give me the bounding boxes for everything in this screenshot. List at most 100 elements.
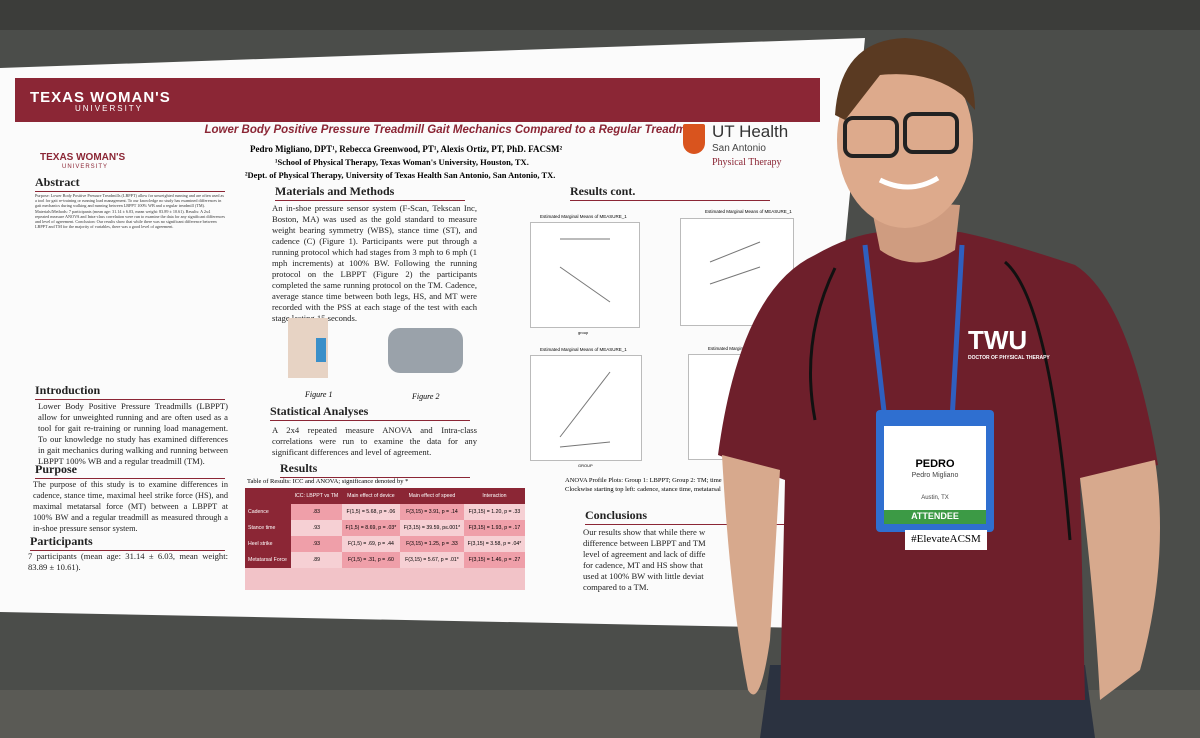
participants-text: 7 participants (mean age: 31.14 ± 6.03, … bbox=[28, 551, 228, 572]
poster-title: Lower Body Positive Pressure Treadmill G… bbox=[204, 124, 696, 136]
conclusions-text: Our results show that while there w diffe… bbox=[583, 527, 803, 593]
header-band bbox=[15, 78, 820, 122]
profile-line bbox=[709, 266, 761, 285]
table-cell: F(3,15) = 5.67, p = .01* bbox=[400, 552, 464, 568]
table-row: Cadence .83 F(1,5) = 5.68, p = .06 F(3,15) … bbox=[245, 504, 525, 520]
plot-caption: Clockwise starting top left: cadence, st… bbox=[565, 486, 721, 493]
conclusion-line: Our results show that while there w bbox=[583, 527, 706, 537]
intro-text: Lower Body Positive Pressure Treadmills … bbox=[38, 401, 228, 466]
table-cell: F(3,15) = 3.58, p = .04* bbox=[463, 536, 525, 552]
plot-title: Estimated Marginal Means of MEASURE_1 bbox=[540, 214, 627, 219]
logo-left-sub: UNIVERSITY bbox=[62, 164, 109, 170]
hair bbox=[835, 38, 975, 120]
university-sub: UNIVERSITY bbox=[75, 104, 144, 113]
plot-title: Estimated Marginal Means of MEASURE_1 bbox=[540, 347, 627, 352]
table-header-row: ICC: LBPPT vs TM Main effect of device Mai… bbox=[245, 488, 525, 504]
table-cell: .93 bbox=[291, 536, 342, 552]
lbppt-device bbox=[388, 328, 463, 373]
plot-title: Estimated Marginal bbox=[708, 346, 747, 351]
profile-line bbox=[559, 441, 611, 448]
plot bbox=[530, 222, 640, 328]
glasses bbox=[843, 116, 899, 158]
section-heading: Statistical Analyses bbox=[270, 404, 470, 421]
table-cell: F(3,15) = 39.59, p≤.001* bbox=[400, 520, 464, 536]
badge-full-name: Pedro Migliano bbox=[911, 472, 959, 479]
table-row-label: Cadence bbox=[245, 504, 292, 520]
plot-caption: ANOVA Profile Plots: Group 1: LBPPT; Gro… bbox=[565, 477, 722, 484]
badge-tag: #ElevateACSM bbox=[911, 533, 981, 545]
axis-label: group bbox=[578, 330, 589, 335]
bag-strap bbox=[809, 260, 1072, 541]
profile-line bbox=[559, 371, 611, 438]
logo-left: TEXAS WOMAN'S bbox=[40, 152, 126, 163]
plot-lines bbox=[559, 238, 761, 448]
tag-sticker bbox=[905, 530, 987, 550]
conclusion-line: compared to a TM. bbox=[583, 582, 649, 592]
table-cell: .89 bbox=[291, 552, 342, 568]
table-row-label: Stance time bbox=[245, 520, 292, 536]
table-row: Metatarsal Force .89 F(1,5) = .31, p = .60… bbox=[245, 552, 525, 568]
section-heading: Results bbox=[280, 461, 470, 478]
authors: Pedro Migliano, DPT¹, Rebecca Greenwood,… bbox=[250, 144, 563, 154]
section-heading: Introduction bbox=[35, 383, 225, 400]
stats-text: A 2x4 repeated measure ANOVA and Intra-c… bbox=[272, 425, 477, 457]
section-heading: Purpose bbox=[35, 462, 225, 479]
table-cell: F(3,15) = 1.46, p = .27 bbox=[463, 552, 525, 568]
table-header-cell: ICC: LBPPT vs TM bbox=[291, 488, 342, 504]
figures bbox=[288, 318, 463, 378]
table-header-cell: Interaction bbox=[463, 488, 525, 504]
badge-band bbox=[884, 510, 986, 524]
table-cell: F(3,15) = 1.25, p = .33 bbox=[400, 536, 464, 552]
lanyard bbox=[862, 244, 965, 421]
section-heading: Participants bbox=[30, 534, 225, 551]
table-cell: .93 bbox=[291, 520, 342, 536]
arm bbox=[722, 455, 780, 695]
table-row: Heel strike .93 F(1,5) = .69, p = .44 F(3,1… bbox=[245, 536, 525, 552]
table-header-cell: Main effect of device bbox=[341, 488, 400, 504]
conclusion-line: difference between LBPPT and TM bbox=[583, 538, 706, 548]
ut-logo bbox=[683, 124, 705, 154]
table-caption: Table of Results: ICC and ANOVA; signifi… bbox=[247, 478, 409, 485]
table-cell: .83 bbox=[291, 504, 342, 520]
section-heading: Results cont. bbox=[570, 184, 770, 201]
section-heading: Conclusions bbox=[585, 508, 785, 525]
arm bbox=[1080, 460, 1160, 700]
conclusion-line: for cadence, MT and HS show that bbox=[583, 560, 703, 570]
ut-health: UT Health bbox=[712, 122, 789, 141]
ut-city: San Antonio bbox=[712, 143, 766, 154]
purpose-text: The purpose of this study is to examine … bbox=[33, 480, 228, 533]
table-cell: F(3,15) = 3.91, p = .14 bbox=[400, 504, 464, 520]
shirt-logo: TWU bbox=[968, 325, 1028, 355]
table-cell: F(3,15) = 1.20, p = .33 bbox=[463, 504, 525, 520]
university: TEXAS WOMAN'S bbox=[30, 89, 171, 106]
affiliation: ¹School of Physical Therapy, Texas Woman… bbox=[275, 157, 529, 167]
conclusion-line: level of agreement and lack of diffe bbox=[583, 549, 706, 559]
ut-dept: Physical Therapy bbox=[712, 157, 782, 168]
plot bbox=[530, 355, 642, 461]
table-cell: F(1,5) = 8.69, p = .03* bbox=[341, 520, 400, 536]
abstract-text: Purpose: Lower Body Positive Pressure Tr… bbox=[35, 193, 225, 230]
table-cell: F(1,5) = 5.68, p = .06 bbox=[341, 504, 400, 520]
axis-label: GROUP bbox=[578, 463, 593, 468]
badge-role: ATTENDEE bbox=[911, 511, 959, 521]
table-row-label: Metatarsal Force bbox=[245, 552, 292, 568]
figure-caption: Figure 1 bbox=[305, 390, 333, 399]
badge-name: PEDRO bbox=[915, 458, 955, 470]
table-cell: F(1,5) = .31, p = .60 bbox=[341, 552, 400, 568]
table-cell: F(3,15) = 1.93, p = .17 bbox=[463, 520, 525, 536]
conclusion-line: used at 100% BW with little deviat bbox=[583, 571, 704, 581]
table-header-cell bbox=[245, 488, 292, 504]
plot-title: Estimated Marginal Means of MEASURE_1 bbox=[705, 209, 792, 214]
table-row: Stance time .93 F(1,5) = 8.69, p = .03* F(3… bbox=[245, 520, 525, 536]
table-cell: F(1,5) = .69, p = .44 bbox=[341, 536, 400, 552]
badge bbox=[884, 426, 986, 516]
section-heading: Abstract bbox=[35, 175, 225, 192]
table-row-label: Heel strike bbox=[245, 536, 292, 552]
shirt-sub: DOCTOR OF PHYSICAL THERAPY bbox=[968, 355, 1050, 361]
section-heading: Materials and Methods bbox=[275, 184, 465, 201]
results-table: ICC: LBPPT vs TM Main effect of device Mai… bbox=[245, 488, 525, 568]
badge-city: Austin, TX bbox=[921, 495, 949, 501]
wall-top bbox=[0, 0, 1200, 30]
